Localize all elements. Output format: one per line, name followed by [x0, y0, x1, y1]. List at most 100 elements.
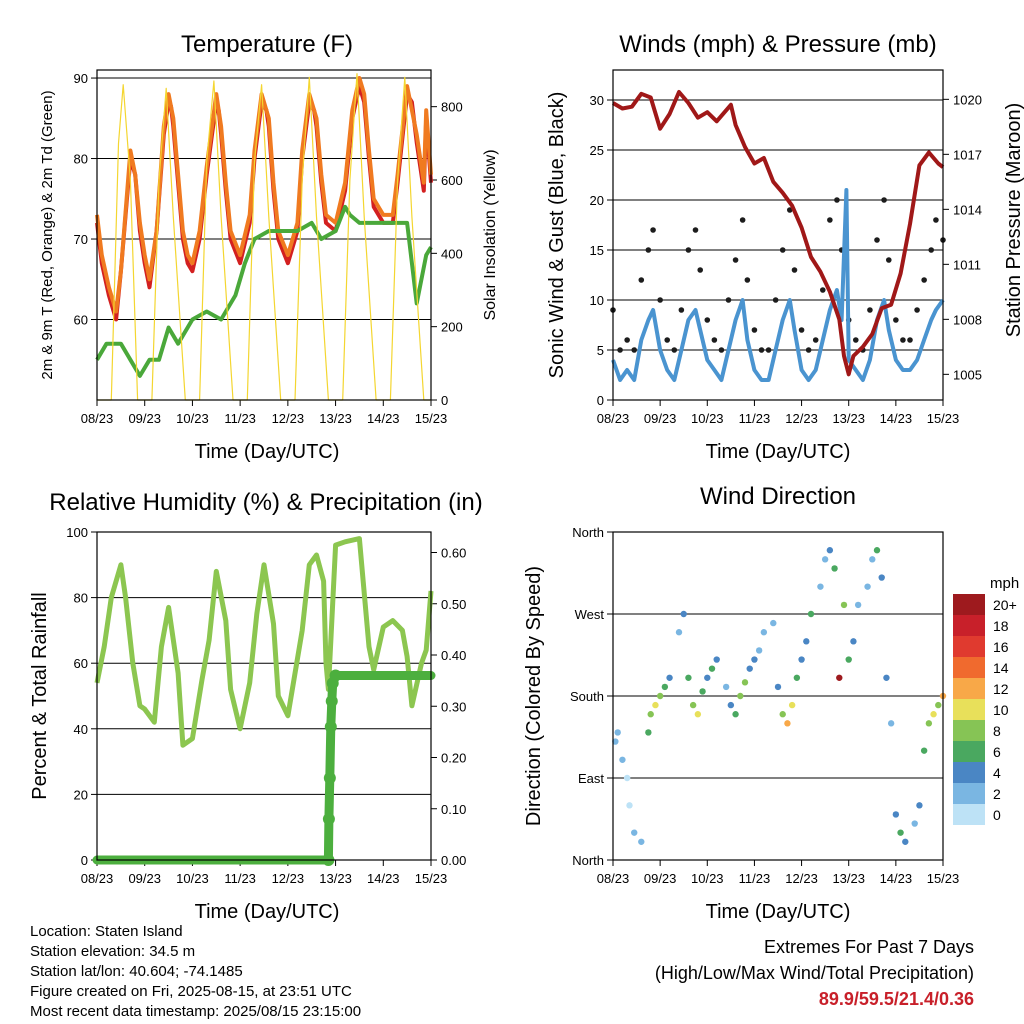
direction-point: [840, 601, 848, 609]
info-elevation: Station elevation: 34.5 m: [30, 943, 196, 960]
winds-xtick-label: 13/23: [832, 411, 865, 426]
temperature-ytick-label: 60: [74, 313, 88, 328]
temperature-xtick-label: 13/23: [319, 411, 352, 426]
winds-y2tick-label: 1020: [953, 92, 982, 107]
direction-ytick-label: East: [578, 771, 604, 786]
temperature-xtick-label: 11/23: [224, 411, 256, 426]
legend-label: 16: [993, 639, 1009, 655]
winds-series-0-point: [819, 287, 826, 293]
direction-point: [883, 674, 890, 681]
direction-point: [920, 747, 928, 754]
direction-point: [845, 656, 852, 663]
direction-point: [741, 679, 749, 686]
legend-swatch: [953, 762, 985, 783]
direction-point: [925, 720, 933, 727]
direction-point: [708, 665, 716, 672]
winds-series-0-point: [685, 247, 692, 253]
temperature-series-1-line: [95, 76, 433, 314]
humidity-series-0-line: [94, 536, 434, 748]
direction-ytick-label: North: [572, 853, 604, 868]
direction-point: [836, 674, 843, 681]
winds-series-0-point: [900, 337, 906, 343]
winds-series-0-point: [711, 337, 718, 343]
legend-swatch: [953, 699, 985, 720]
direction-point: [869, 556, 876, 563]
direction-point: [612, 738, 619, 745]
winds-series-0-point: [664, 337, 671, 343]
legend-label: 0: [993, 807, 1001, 823]
winds-series-0-point: [739, 217, 746, 223]
temperature-ytick-label: 70: [74, 232, 88, 247]
legend-label: 2: [993, 786, 1001, 802]
direction-point: [732, 711, 739, 718]
humidity-xtick-label: 15/23: [415, 871, 448, 886]
legend-label: 18: [993, 618, 1009, 634]
direction-point: [727, 701, 735, 709]
direction-point: [661, 683, 669, 691]
direction-point: [755, 647, 763, 654]
humidity-y2tick-label: 0.40: [441, 648, 466, 663]
direction-point: [751, 656, 758, 663]
direction-point: [746, 665, 753, 672]
direction-ytick-label: West: [575, 607, 605, 622]
direction-point: [887, 720, 895, 727]
winds-series-0-point: [928, 247, 935, 253]
winds-series-1-line: [611, 188, 945, 382]
legend-swatch: [953, 636, 985, 657]
winds-series-0-point: [697, 267, 704, 273]
direction-point: [760, 629, 768, 636]
winds-ytick-label: 15: [590, 243, 604, 258]
winds-series-0-point: [704, 317, 711, 323]
winds-xtick-label: 11/23: [739, 411, 771, 426]
winds-panel: Winds (mph) & Pressure (mb) Time (Day/UT…: [546, 31, 1024, 463]
winds-series-0-point: [874, 237, 880, 243]
temperature-y2tick-label: 400: [441, 246, 463, 261]
winds-series-0-point: [881, 197, 887, 203]
extremes-box: Extremes For Past 7 Days (High/Low/Max W…: [655, 934, 974, 1012]
direction-point: [779, 711, 786, 718]
temperature-y2tick-label: 0: [441, 393, 448, 408]
legend-label: 20+: [993, 597, 1017, 613]
direction-point: [821, 556, 829, 563]
direction-xtick-label: 09/23: [644, 871, 677, 886]
temperature-ytick-label: 90: [74, 71, 88, 86]
temperature-title: Temperature (F): [181, 31, 353, 58]
humidity-ytick-label: 40: [74, 722, 88, 737]
direction-point: [798, 656, 805, 663]
humidity-xtick-label: 08/23: [81, 871, 114, 886]
winds-ytick-label: 10: [590, 293, 604, 308]
winds-series-0-point: [798, 327, 805, 333]
legend-swatch: [953, 741, 985, 762]
humidity-y2tick-label: 0.60: [441, 546, 466, 561]
direction-point: [680, 610, 687, 618]
direction-point: [713, 656, 720, 663]
info-recent: Most recent data timestamp: 2025/08/15 2…: [30, 1003, 362, 1020]
legend-label: 6: [993, 744, 1001, 760]
direction-ytick-label: South: [570, 689, 604, 704]
winds-series-0-point: [914, 307, 920, 313]
direction-point: [774, 683, 782, 691]
temperature-xtick-label: 08/23: [81, 411, 114, 426]
winds-series-0-point: [732, 257, 739, 263]
direction-point: [652, 701, 659, 709]
humidity-y2tick-label: 0.10: [441, 802, 466, 817]
winds-series-0-point: [921, 277, 927, 283]
legend-swatch: [953, 720, 985, 741]
winds-series-0-point: [678, 307, 685, 313]
direction-point: [694, 711, 702, 718]
legend-label: 12: [993, 681, 1009, 697]
direction-point: [784, 720, 791, 727]
humidity-xtick-label: 14/23: [367, 871, 400, 886]
direction-point: [770, 619, 777, 627]
winds-series-0-point: [834, 197, 840, 203]
winds-ytick-label: 25: [590, 143, 604, 158]
direction-xtick-label: 15/23: [927, 871, 960, 886]
direction-point: [807, 610, 815, 618]
winds-xtick-label: 15/23: [927, 411, 960, 426]
winds-ytick-label: 30: [590, 93, 604, 108]
direction-xtick-label: 08/23: [597, 871, 630, 886]
humidity-ytick-label: 20: [74, 787, 88, 802]
winds-xlabel: Time (Day/UTC): [706, 441, 851, 463]
winds-plot-frame: [612, 69, 944, 401]
temperature-xlabel: Time (Day/UTC): [195, 441, 340, 463]
